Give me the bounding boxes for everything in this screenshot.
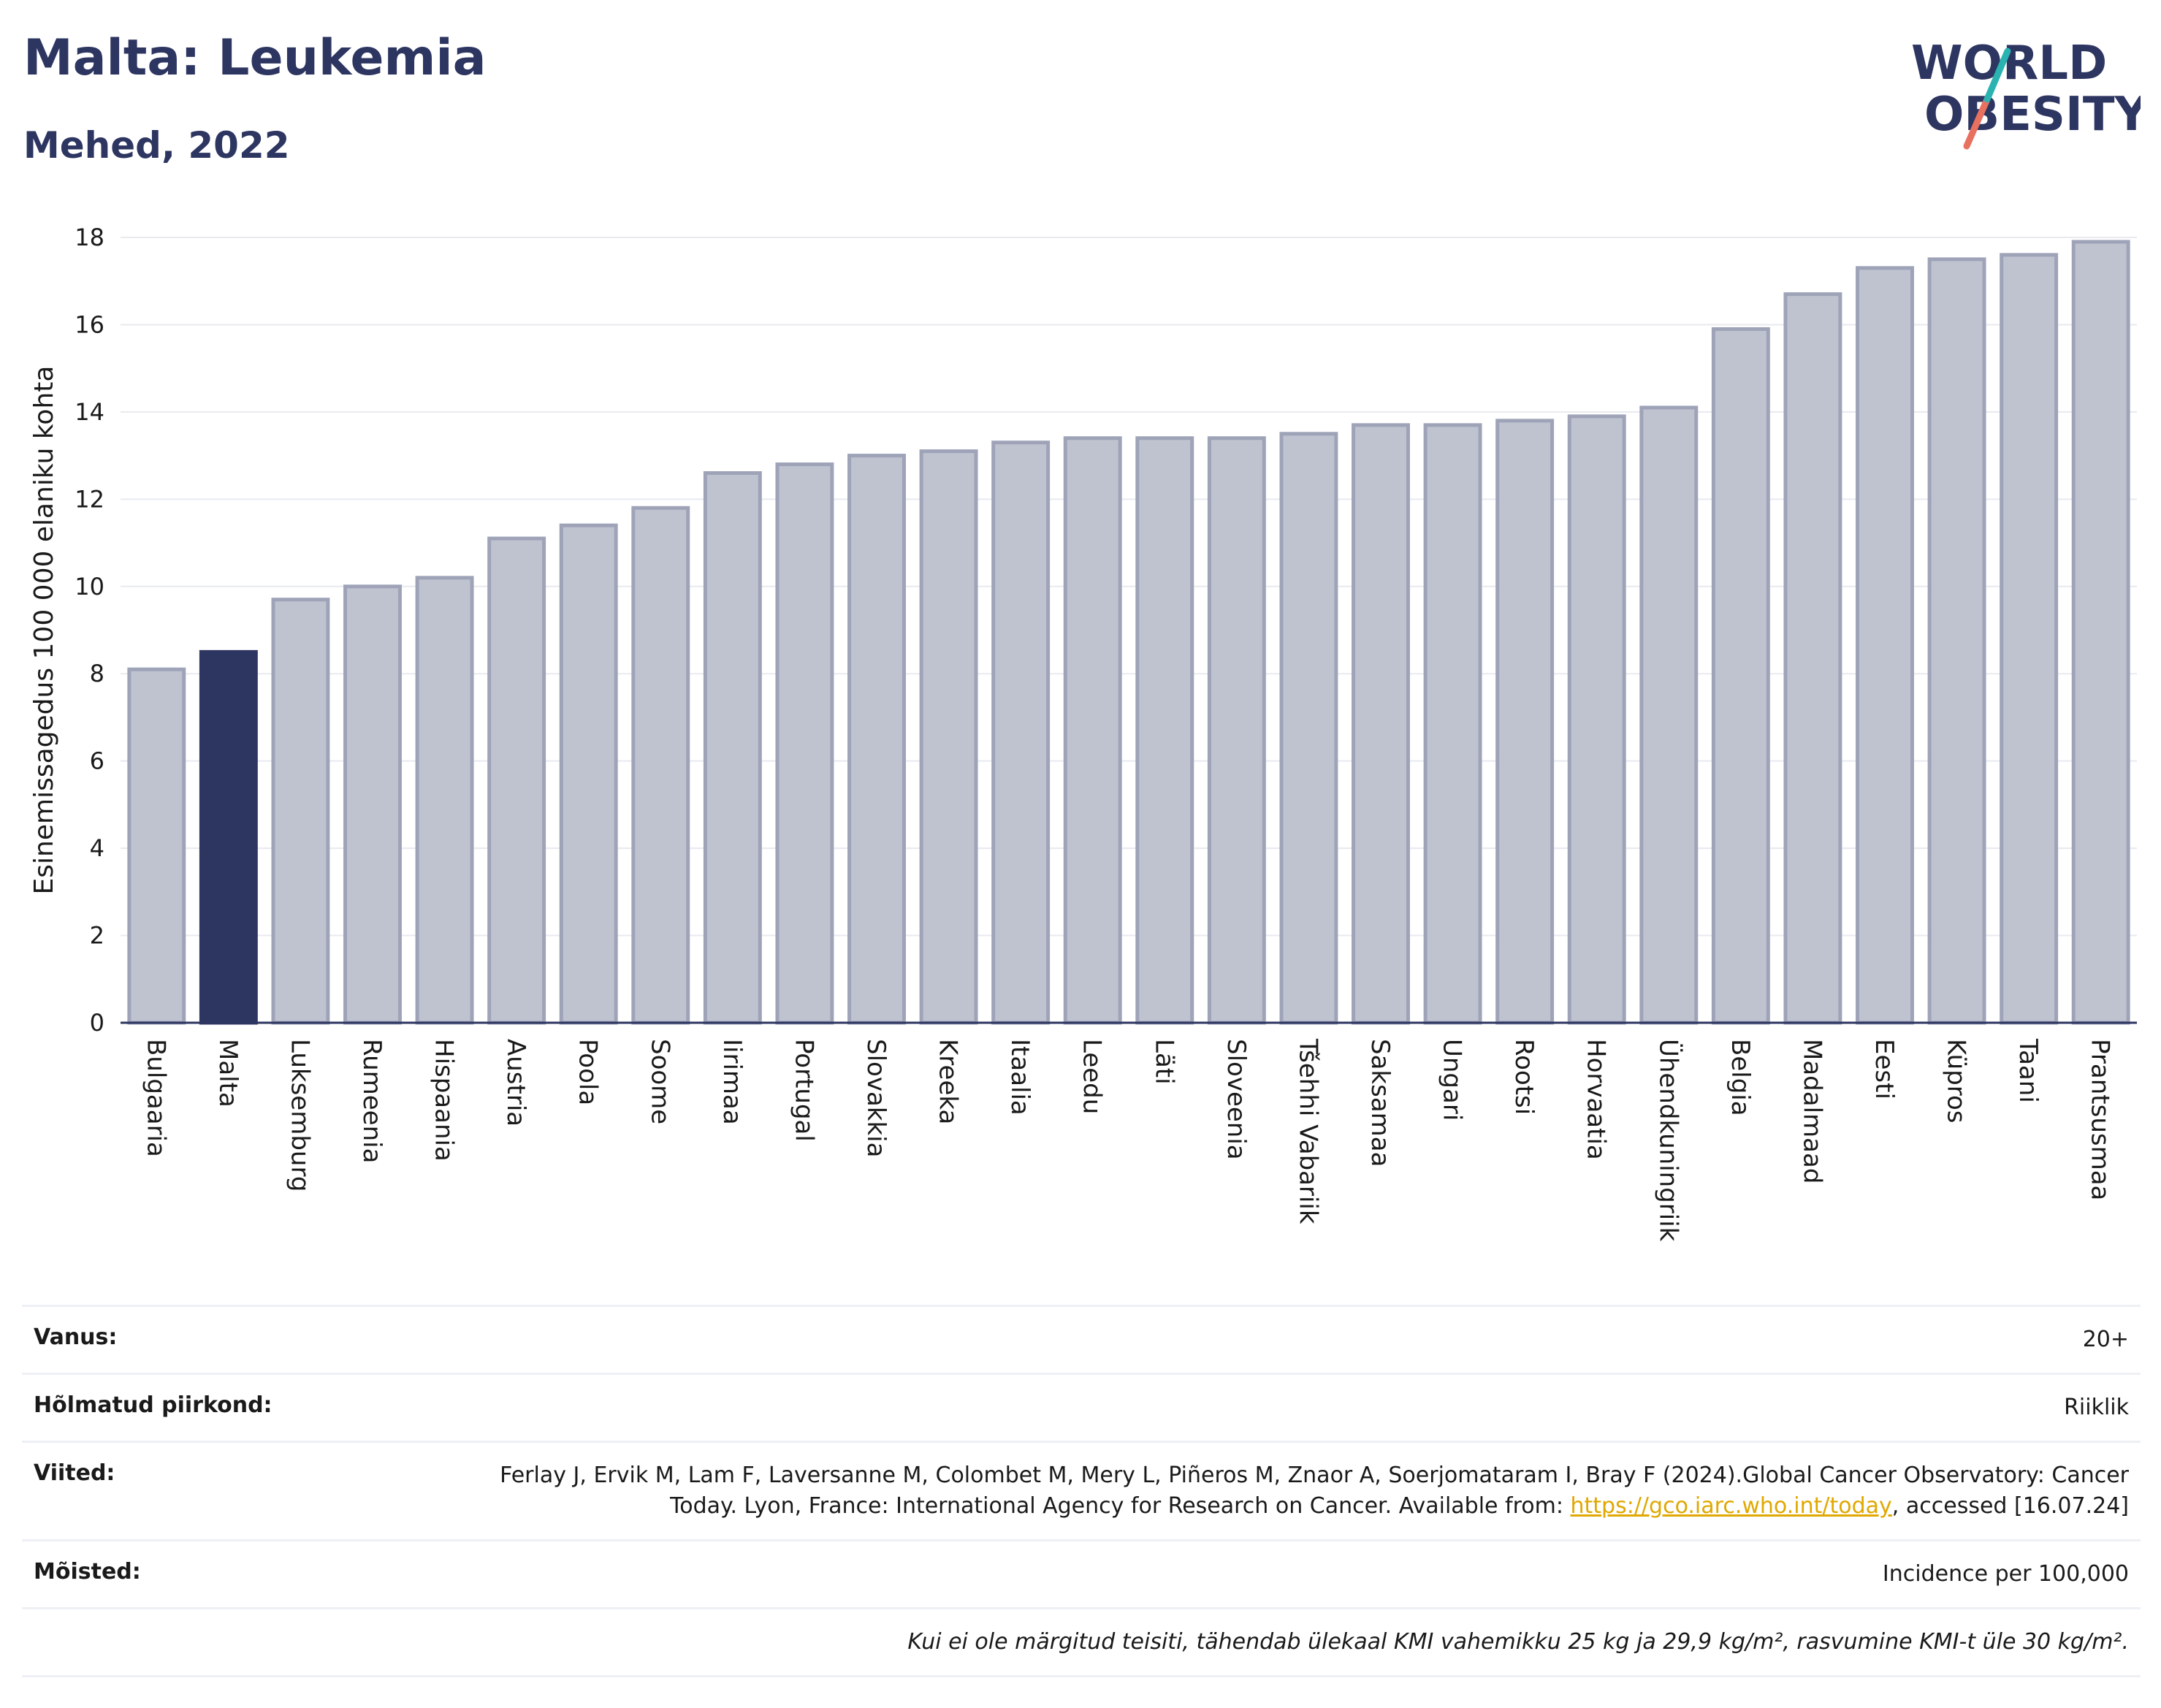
- references-value: Ferlay J, Ervik M, Lam F, Laversanne M, …: [485, 1460, 2129, 1522]
- age-label: Vanus:: [34, 1324, 118, 1350]
- x-tick-label: Taani: [2013, 1038, 2043, 1103]
- bar-ungari: [1423, 423, 1482, 1025]
- y-tick-label: 0: [90, 1009, 104, 1037]
- x-tick-label: Madalmaad: [1797, 1039, 1826, 1183]
- bar-belgia: [1711, 327, 1770, 1025]
- definitions-value: Incidence per 100,000: [1882, 1561, 2129, 1587]
- x-tick-label: Belgia: [1726, 1039, 1755, 1116]
- bar-soome: [631, 506, 690, 1025]
- bar-itaalia: [991, 441, 1051, 1025]
- logo-slash-teal: [1983, 47, 2011, 103]
- x-tick-label: Saksamaa: [1365, 1039, 1395, 1167]
- bar-madalmaad: [1783, 292, 1842, 1025]
- x-tick-label: Ungari: [1438, 1039, 1467, 1121]
- definitions-label: Mõisted:: [34, 1559, 141, 1585]
- x-tick-label: Tšehhi Vabariik: [1293, 1038, 1322, 1224]
- bar-hispaania: [415, 576, 474, 1025]
- x-tick-label: Eesti: [1870, 1039, 1899, 1099]
- references-accessed: , accessed [16.07.24]: [1891, 1493, 2129, 1519]
- page-subtitle: Mehed, 2022: [23, 124, 290, 167]
- bar-prantsusmaa: [2071, 240, 2130, 1025]
- y-tick-label: 6: [90, 747, 104, 775]
- x-tick-label: Portugal: [789, 1039, 818, 1142]
- metadata-table: Vanus: 20+ Hõlmatud piirkond: Riiklik Vi…: [22, 1305, 2141, 1677]
- y-tick-label: 16: [75, 310, 104, 338]
- y-tick-label: 10: [75, 573, 104, 601]
- bar-sloveenia: [1207, 436, 1266, 1025]
- bar-malta: [199, 649, 258, 1025]
- references-text: Ferlay J, Ervik M, Lam F, Laversanne M, …: [500, 1463, 2129, 1519]
- bar-horvaatia: [1567, 414, 1626, 1025]
- bar-rootsi: [1495, 419, 1555, 1025]
- references-label: Viited:: [34, 1460, 115, 1486]
- bar-kreeka: [919, 449, 978, 1025]
- bar-k-pros: [1927, 257, 1986, 1025]
- y-tick-label: 2: [90, 922, 104, 950]
- y-tick-label: 14: [75, 398, 104, 426]
- x-tick-label: Bulgaaria: [141, 1039, 170, 1157]
- y-axis-label: Esinemissagedus 100 000 elaniku kohta: [29, 366, 59, 895]
- logo-line-2: OBESITY: [1924, 88, 2141, 142]
- bar-slovakkia: [847, 454, 906, 1025]
- x-tick-label: Ühendkuningriik: [1653, 1039, 1683, 1242]
- bar-austria: [487, 536, 546, 1025]
- y-tick-label: 18: [75, 224, 104, 251]
- bar-eesti: [1856, 266, 1914, 1025]
- bar--hendkuningriik: [1639, 405, 1699, 1025]
- x-tick-label: Küpros: [1942, 1039, 1971, 1123]
- y-tick-label: 4: [90, 834, 104, 862]
- logo-slash-red: [1963, 96, 1991, 150]
- bar-iirimaa: [703, 471, 762, 1025]
- bar-leedu: [1063, 436, 1122, 1025]
- x-tick-label: Austria: [501, 1039, 530, 1126]
- x-tick-label: Luksemburg: [285, 1039, 314, 1192]
- meta-row-references: Viited: Ferlay J, Ervik M, Lam F, Lavers…: [22, 1441, 2141, 1539]
- logo-line-1: WORLD: [1911, 37, 2107, 91]
- x-tick-label: Sloveenia: [1221, 1039, 1251, 1160]
- x-tick-label: Slovakkia: [861, 1039, 891, 1157]
- x-tick-label: Läti: [1149, 1039, 1178, 1085]
- x-tick-label: Soome: [645, 1039, 674, 1124]
- references-link[interactable]: https://gco.iarc.who.int/today: [1570, 1493, 1892, 1519]
- world-obesity-logo: WORLD OBESITY: [1911, 37, 2141, 150]
- bar-saksamaa: [1352, 423, 1410, 1025]
- x-tick-label: Itaalia: [1005, 1039, 1034, 1116]
- region-label: Hõlmatud piirkond:: [34, 1392, 272, 1418]
- footnote: Kui ei ole märgitud teisiti, tähendab ül…: [907, 1629, 2129, 1655]
- x-tick-label: Kreeka: [934, 1039, 963, 1124]
- bar-bulgaaria: [127, 667, 186, 1025]
- x-tick-label: Poola: [573, 1039, 603, 1105]
- x-tick-label: Rumeenia: [357, 1039, 386, 1163]
- bar-portugal: [775, 462, 834, 1025]
- age-value: 20+: [2082, 1327, 2129, 1352]
- region-value: Riiklik: [2064, 1395, 2129, 1420]
- x-tick-label: Rootsi: [1509, 1039, 1539, 1115]
- y-tick-label: 8: [90, 660, 104, 687]
- bar-l-ti: [1135, 436, 1194, 1025]
- x-tick-label: Prantsusmaa: [2086, 1039, 2115, 1200]
- bar-t-ehhi-vabariik: [1279, 432, 1338, 1025]
- bar-chart: 0 2 4 6 8 10 12 14 16 18 Esinemissagedus 100 000 e…: [29, 224, 2137, 1242]
- bar-taani: [2000, 253, 2059, 1025]
- x-tick-label: Malta: [213, 1039, 243, 1107]
- x-tick-label: Horvaatia: [1582, 1039, 1611, 1160]
- page-title: Malta: Leukemia: [23, 29, 487, 87]
- x-tick-label: Hispaania: [430, 1039, 459, 1162]
- bar-poola: [559, 523, 618, 1025]
- meta-row-note: Kui ei ole märgitud teisiti, tähendab ül…: [22, 1607, 2141, 1677]
- bar-rumeenia: [343, 584, 402, 1025]
- meta-row-region: Hõlmatud piirkond: Riiklik: [22, 1373, 2141, 1441]
- y-tick-label: 12: [75, 485, 104, 513]
- meta-row-definitions: Mõisted: Incidence per 100,000: [22, 1539, 2141, 1607]
- bar-luksemburg: [271, 598, 330, 1025]
- x-tick-label: Leedu: [1078, 1039, 1107, 1114]
- meta-row-age: Vanus: 20+: [22, 1305, 2141, 1373]
- x-tick-label: Iirimaa: [717, 1039, 747, 1125]
